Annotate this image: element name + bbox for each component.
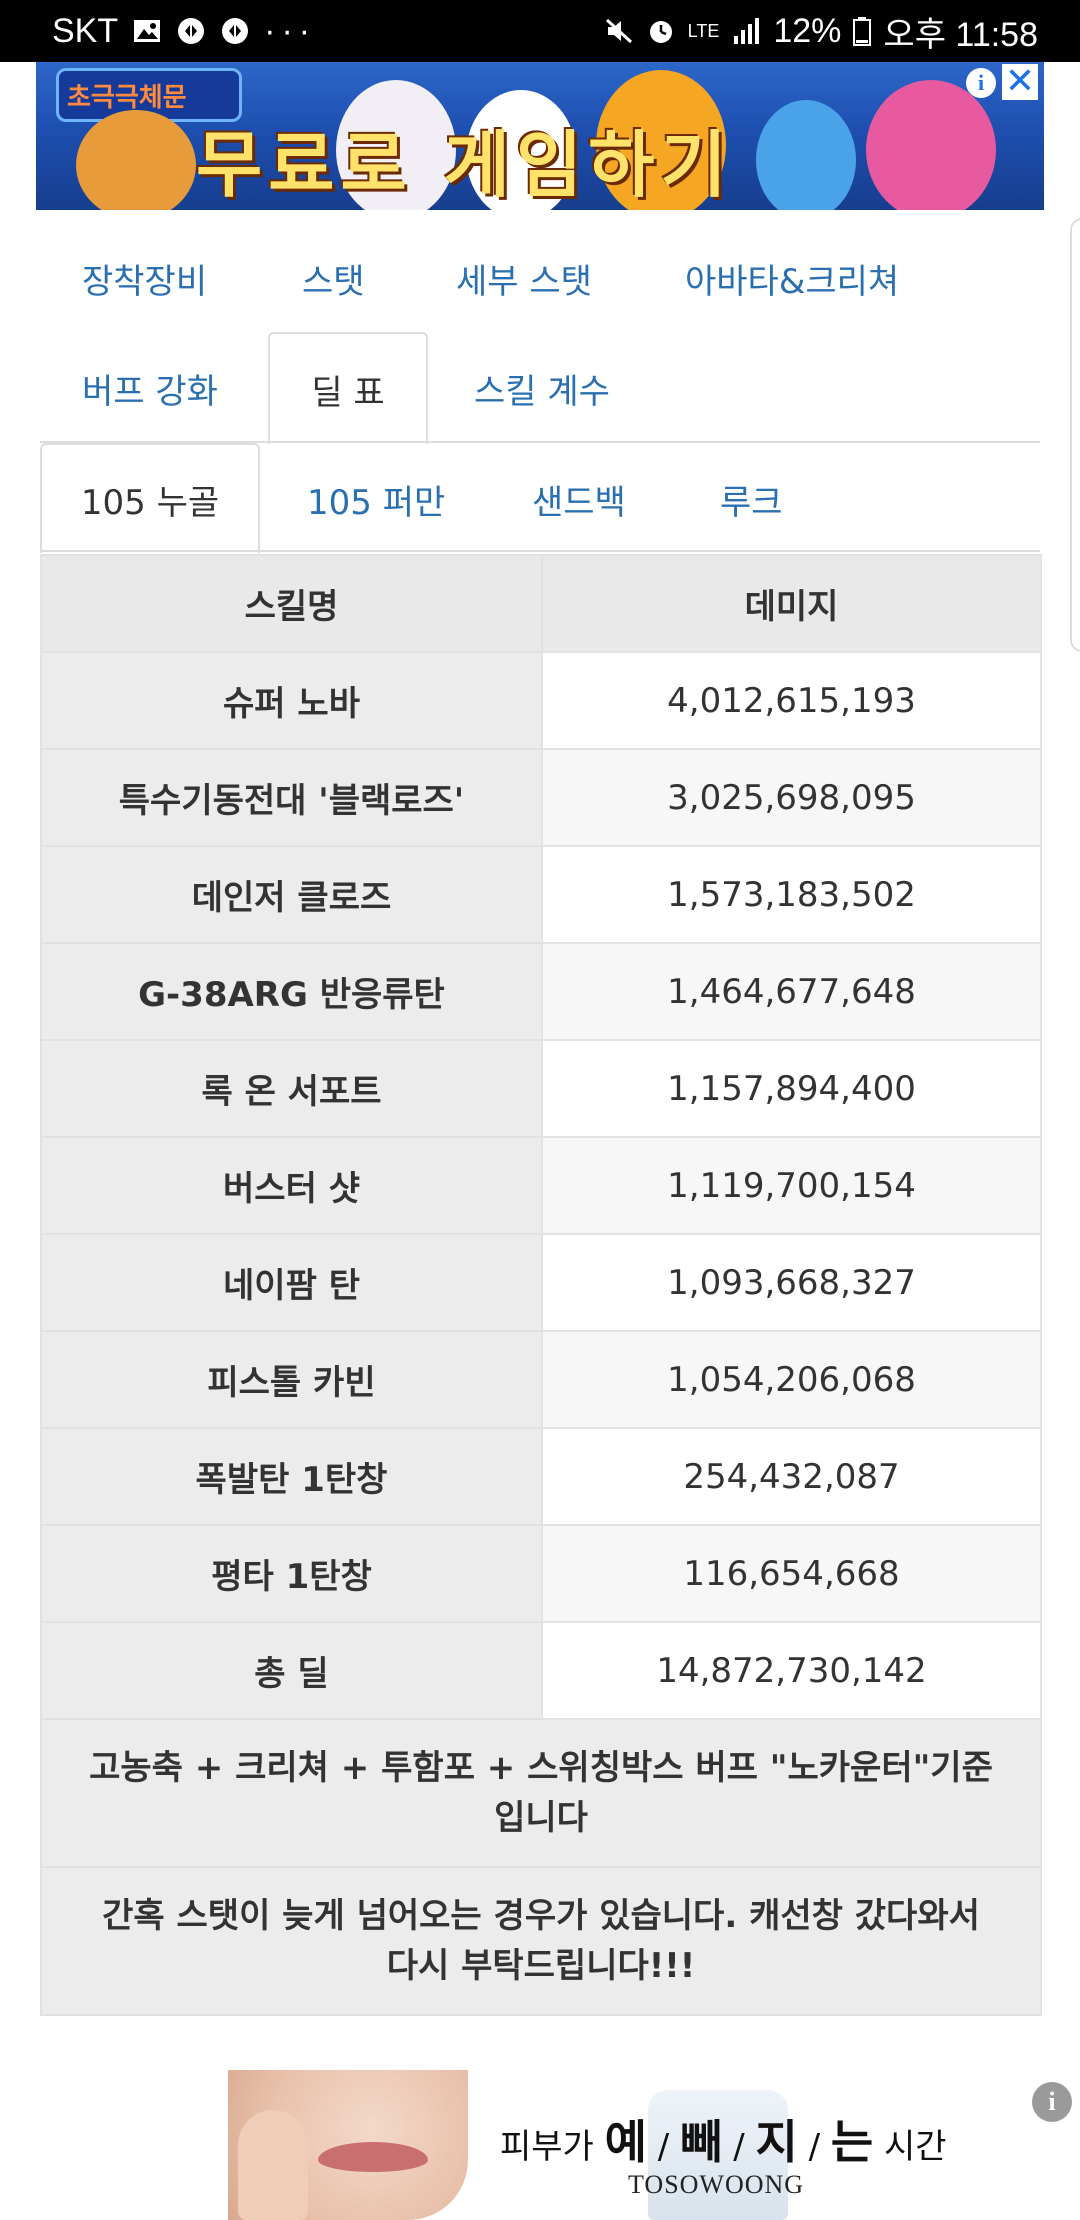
ad-banner-top[interactable]: 초극극체문 무료로 게임하기 i ✕	[36, 62, 1044, 210]
skill-name: 슈퍼 노바	[40, 651, 543, 750]
battery-icon	[853, 17, 872, 46]
damage-value: 1,464,677,648	[541, 942, 1042, 1041]
table-note-row: 고농축 + 크리쳐 + 투함포 + 스위칭박스 버프 "노카운터"기준입니다	[40, 1718, 1042, 1868]
skill-name: 특수기동전대 '블랙로즈'	[40, 748, 543, 847]
damage-value: 3,025,698,095	[541, 748, 1042, 847]
skill-name: 평타 1탄창	[40, 1524, 543, 1623]
damage-value: 1,119,700,154	[541, 1136, 1042, 1235]
damage-value: 4,012,615,193	[541, 651, 1042, 750]
battery-percent: 12%	[773, 11, 842, 50]
damage-value: 1,157,894,400	[541, 1039, 1042, 1138]
damage-value: 14,872,730,142	[541, 1621, 1042, 1720]
signal-icon	[734, 18, 760, 44]
damage-value: 116,654,668	[541, 1524, 1042, 1623]
table-row: 슈퍼 노바 4,012,615,193	[40, 651, 1042, 750]
close-icon[interactable]: ✕	[1002, 64, 1038, 100]
sub-tabs: 105 누골 105 퍼만 샌드백 루크	[40, 443, 1040, 553]
column-header-skill: 스킬명	[40, 554, 543, 653]
table-row: 데인저 클로즈 1,573,183,502	[40, 845, 1042, 944]
table-note: 고농축 + 크리쳐 + 투함포 + 스위칭박스 버프 "노카운터"기준입니다	[40, 1718, 1042, 1868]
table-row: 피스톨 카빈 1,054,206,068	[40, 1330, 1042, 1429]
table-note-row: 간혹 스탯이 늦게 넘어오는 경우가 있습니다. 캐선창 갔다와서 다시 부탁드…	[40, 1866, 1042, 2016]
tab-stats[interactable]: 스탯	[302, 262, 365, 302]
more-notifications-icon: ···	[264, 11, 317, 50]
app-notification-icon	[178, 18, 205, 44]
product-image	[648, 2090, 788, 2220]
tab-skill-coefficient[interactable]: 스킬 계수	[474, 372, 610, 412]
damage-table: 스킬명 데미지 슈퍼 노바 4,012,615,193 특수기동전대 '블랙로즈'…	[40, 554, 1042, 2016]
column-header-damage: 데미지	[541, 554, 1042, 653]
divider	[40, 441, 1040, 443]
game-logo: 초극극체문	[56, 68, 242, 122]
skill-name: 버스터 샷	[40, 1136, 543, 1235]
damage-value: 254,432,087	[541, 1427, 1042, 1526]
table-row: 네이팜 탄 1,093,668,327	[40, 1233, 1042, 1332]
alarm-icon	[649, 21, 672, 43]
table-row: G-38ARG 반응류탄 1,464,677,648	[40, 942, 1042, 1041]
skill-name: 총 딜	[40, 1621, 543, 1720]
ad-banner-bottom[interactable]: 피부가 예 / 빼 / 지 / 는 시간! TOSOWOONG	[228, 2070, 948, 2220]
skill-name: 피스톨 카빈	[40, 1330, 543, 1429]
tab-damage-table[interactable]: 딜 표	[268, 332, 428, 444]
scroll-edge	[1070, 218, 1080, 652]
table-header-row: 스킬명 데미지	[40, 554, 1042, 653]
tab-sandbag[interactable]: 샌드백	[532, 483, 626, 523]
carrier-label: SKT	[52, 11, 119, 50]
table-row: 록 온 서포트 1,157,894,400	[40, 1039, 1042, 1138]
damage-value: 1,054,206,068	[541, 1330, 1042, 1429]
table-row-total: 총 딜 14,872,730,142	[40, 1621, 1042, 1720]
info-icon[interactable]: i	[1032, 2082, 1072, 2122]
character-image	[756, 100, 856, 210]
character-image	[466, 90, 576, 210]
ad-model-image	[228, 2070, 468, 2220]
table-row: 특수기동전대 '블랙로즈' 3,025,698,095	[40, 748, 1042, 847]
tab-equipment[interactable]: 장착장비	[82, 262, 208, 302]
skill-name: 데인저 클로즈	[40, 845, 543, 944]
tab-buff-enhance[interactable]: 버프 강화	[82, 372, 218, 412]
table-note: 간혹 스탯이 늦게 넘어오는 경우가 있습니다. 캐선창 갔다와서 다시 부탁드…	[40, 1866, 1042, 2016]
table-row: 폭발탄 1탄창 254,432,087	[40, 1427, 1042, 1526]
divider	[40, 550, 1040, 552]
tab-105-perman[interactable]: 105 퍼만	[307, 483, 446, 523]
skill-name: G-38ARG 반응류탄	[40, 942, 543, 1041]
skill-name: 네이팜 탄	[40, 1233, 543, 1332]
character-image	[336, 80, 456, 210]
character-image	[76, 110, 196, 210]
tab-luke[interactable]: 루크	[720, 483, 783, 523]
ad-slogan: 피부가 예 / 빼 / 지 / 는 시간!	[500, 2115, 948, 2169]
damage-value: 1,093,668,327	[541, 1233, 1042, 1332]
status-bar: SKT ··· LTE 12% 오후 11:58	[0, 0, 1080, 62]
network-type-label: LTE	[687, 21, 720, 41]
main-tabs-row1: 장착장비 스탯 세부 스탯 아바타&크리쳐	[40, 222, 1040, 332]
mute-icon	[605, 18, 632, 44]
main-tabs-row2: 버프 강화 딜 표 스킬 계수	[40, 332, 1040, 444]
info-icon[interactable]: i	[966, 68, 996, 98]
clock: 오후 11:58	[883, 15, 1038, 54]
app-notification-icon	[222, 18, 249, 44]
ad-headline: 무료로 게임하기	[196, 123, 733, 207]
character-image	[866, 80, 996, 210]
tab-105-nugol[interactable]: 105 누골	[40, 443, 260, 553]
ad-brand: TOSOWOONG	[628, 2170, 805, 2199]
tab-detail-stats[interactable]: 세부 스탯	[456, 262, 592, 302]
skill-name: 록 온 서포트	[40, 1039, 543, 1138]
skill-name: 폭발탄 1탄창	[40, 1427, 543, 1526]
character-image	[596, 70, 726, 210]
damage-value: 1,573,183,502	[541, 845, 1042, 944]
image-icon	[134, 20, 161, 42]
table-row: 평타 1탄창 116,654,668	[40, 1524, 1042, 1623]
table-row: 버스터 샷 1,119,700,154	[40, 1136, 1042, 1235]
tab-avatar-creature[interactable]: 아바타&크리쳐	[685, 262, 900, 302]
